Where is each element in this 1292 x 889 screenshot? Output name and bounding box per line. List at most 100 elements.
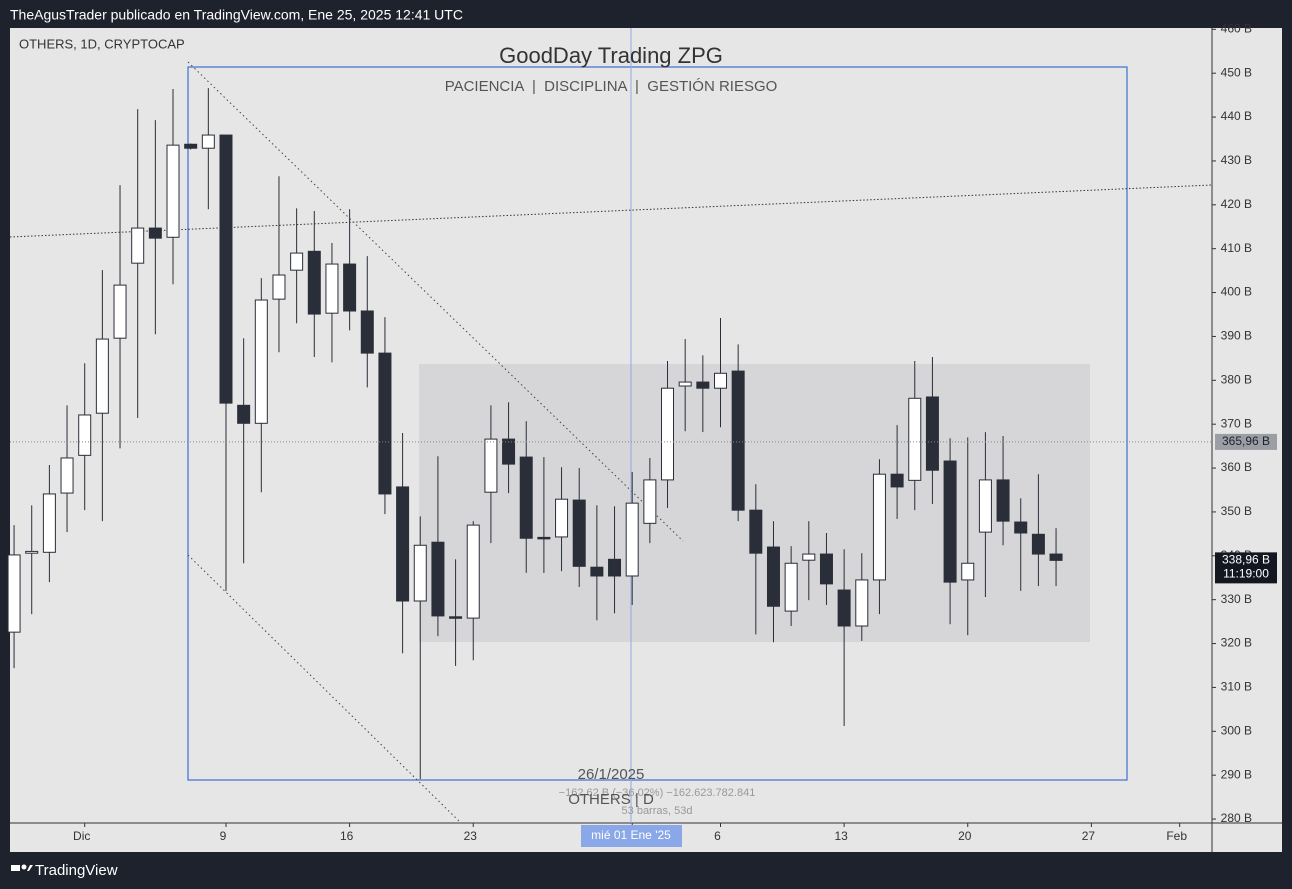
y-tick-label: 400 B <box>1221 285 1252 299</box>
candle-body <box>413 544 427 602</box>
y-tick-label: 300 B <box>1221 723 1252 737</box>
candle-body <box>360 310 374 354</box>
candle-body <box>378 352 392 495</box>
y-tick-label: 310 B <box>1221 680 1252 694</box>
candle-body <box>996 479 1010 522</box>
candle-body <box>131 227 145 264</box>
countdown: 11:19:00 <box>1223 567 1269 581</box>
candle-body <box>325 263 339 314</box>
candle-body <box>1014 521 1028 534</box>
y-tick-label: 350 B <box>1221 504 1252 518</box>
candle-body <box>148 227 162 239</box>
x-tick-label: 6 <box>714 829 721 843</box>
candle-body <box>713 372 727 389</box>
candle-body <box>431 541 445 617</box>
x-tick-label: Feb <box>1166 829 1187 843</box>
crosshair-label-bg <box>581 825 682 847</box>
marks <box>7 88 1212 780</box>
y-tick-label: 440 B <box>1221 109 1252 123</box>
candle-body <box>749 509 763 554</box>
chart-title: GoodDay Trading ZPG <box>499 43 723 68</box>
x-tick-label: 9 <box>220 829 227 843</box>
candle-body <box>396 486 410 602</box>
date-range-box <box>187 66 1128 781</box>
candle-body <box>961 562 975 581</box>
candle-body <box>784 562 798 612</box>
candle-body <box>837 589 851 627</box>
candle-body <box>819 553 833 585</box>
y-tick-label: 430 B <box>1221 153 1252 167</box>
candle-body <box>766 546 780 607</box>
candle-body <box>42 493 56 553</box>
candle-body <box>643 479 657 524</box>
candle-body <box>890 473 904 488</box>
candle-body <box>502 438 516 465</box>
candle-body <box>184 143 198 149</box>
candle-body <box>908 397 922 481</box>
y-tick-label: 420 B <box>1221 197 1252 211</box>
candle-body <box>7 554 21 633</box>
y-tick-label: 360 B <box>1221 460 1252 474</box>
crosshair-label: mié 01 Ene '25 <box>591 828 671 842</box>
brand-logo <box>11 864 33 871</box>
y-tick-label: 370 B <box>1221 416 1252 430</box>
candle-body <box>1031 533 1045 555</box>
candle-body <box>537 536 551 540</box>
candle-body <box>572 499 586 567</box>
candle-body <box>1049 553 1063 561</box>
y-tick-label: 390 B <box>1221 329 1252 343</box>
y-tick-label: 330 B <box>1221 592 1252 606</box>
candle-body <box>608 558 622 577</box>
candle-body <box>978 479 992 533</box>
candle-body <box>449 616 463 619</box>
candle-body <box>731 370 745 511</box>
x-tick-label: Dic <box>73 829 90 843</box>
candle-body <box>272 274 286 300</box>
price-label-bg <box>1215 552 1277 584</box>
x-tick-label: 27 <box>1082 829 1096 843</box>
x-tick-label: 23 <box>464 829 478 843</box>
candle-body <box>943 460 957 583</box>
measure-date: 26/1/2025 <box>578 766 645 783</box>
y-tick-label: 380 B <box>1221 372 1252 386</box>
measure-change: −162,62 B (−36,02%) −162.623.782.841 <box>559 787 756 799</box>
candle-body <box>855 579 869 627</box>
candle-body <box>484 438 498 493</box>
candle-body <box>113 284 127 339</box>
y-tick-label: 410 B <box>1221 241 1252 255</box>
candle-body <box>555 498 569 538</box>
x-tick-label: 16 <box>340 829 354 843</box>
chart-subtitle: PACIENCIA | DISCIPLINA | GESTIÓN RIESGO <box>445 78 778 95</box>
candle-body <box>219 134 233 404</box>
measure-symbol: OTHERS | D <box>568 791 654 808</box>
publisher: TheAgusTrader publicado en TradingView.c… <box>10 7 463 23</box>
y-tick-label: 460 B <box>1221 21 1252 35</box>
price-label: 338,96 B <box>1222 553 1270 567</box>
candle-body <box>519 456 533 539</box>
candle-body <box>60 457 74 494</box>
candle-body <box>166 144 180 238</box>
candle-body <box>78 414 92 456</box>
y-tick-label: 280 B <box>1221 811 1252 825</box>
x-tick-label: 20 <box>958 829 972 843</box>
candle-body <box>25 550 39 554</box>
trend-line <box>187 554 461 823</box>
candle-body <box>237 404 251 424</box>
candle-body <box>678 381 692 387</box>
y-tick-label: 320 B <box>1221 636 1252 650</box>
symbol: OTHERS, 1D, CRYPTOCAP <box>19 36 185 51</box>
candle-body <box>343 263 357 312</box>
candle-body <box>625 502 639 577</box>
y-tick-label: 290 B <box>1221 767 1252 781</box>
price-label-bg <box>1215 433 1277 450</box>
candle-body <box>95 338 109 414</box>
candle-body <box>466 524 480 619</box>
candle-body <box>661 387 675 481</box>
candle-body <box>696 381 710 389</box>
x-tick-label: 13 <box>834 829 848 843</box>
measure-bars: 53 barras, 53d <box>622 805 693 817</box>
candle-body <box>290 252 304 271</box>
